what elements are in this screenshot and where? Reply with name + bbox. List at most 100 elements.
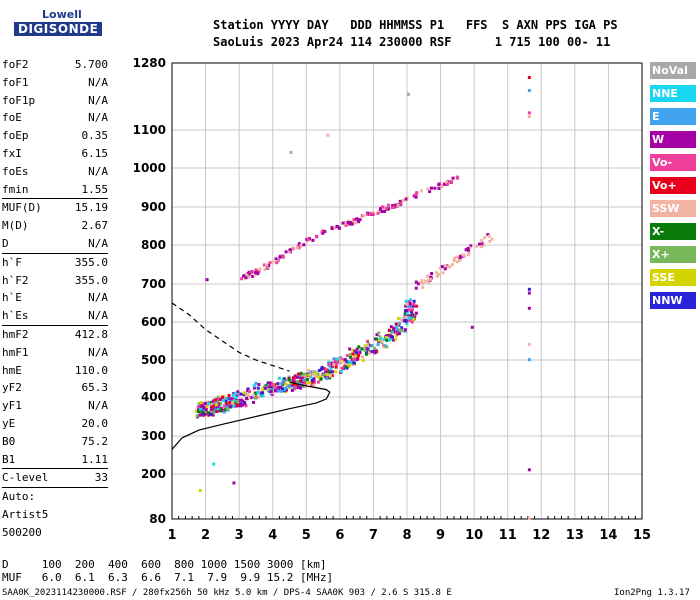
echo-point: [421, 282, 425, 286]
echo-point: [233, 391, 237, 395]
echo-point: [311, 238, 315, 242]
echo-point: [403, 318, 407, 322]
echo-point: [470, 325, 474, 329]
echo-point: [370, 350, 374, 354]
echo-point: [225, 405, 229, 409]
echo-point: [322, 367, 326, 371]
echo-point: [251, 400, 255, 404]
param-row: h`F 355.0: [2, 254, 108, 272]
echo-point: [527, 468, 531, 472]
echo-point: [197, 408, 201, 412]
echo-point: [487, 234, 491, 238]
echo-point: [464, 248, 468, 252]
echo-point: [344, 365, 348, 369]
echo-point: [210, 403, 214, 407]
echo-point: [445, 264, 449, 268]
echo-point: [293, 385, 297, 389]
param-name: yE: [2, 416, 16, 430]
echo-point: [257, 269, 261, 273]
echo-point: [414, 280, 418, 284]
echo-point: [297, 242, 301, 246]
echo-point: [409, 298, 413, 302]
echo-point: [320, 365, 324, 369]
param-row: h`Es N/A: [2, 307, 108, 325]
echo-point: [252, 386, 256, 390]
footer-right: Ion2Png 1.3.17: [614, 588, 690, 598]
echo-point: [229, 397, 233, 401]
echo-point: [245, 396, 249, 400]
echo-point: [300, 376, 304, 380]
echo-point: [411, 304, 415, 308]
x-tick-label: 9: [436, 528, 445, 543]
echo-point: [292, 380, 296, 384]
echo-point: [340, 366, 344, 370]
echo-point: [429, 186, 433, 190]
echo-point: [246, 388, 250, 392]
echo-point: [254, 396, 258, 400]
echo-point: [254, 268, 258, 272]
x-tick-label: 8: [402, 528, 411, 543]
param-name: M(D): [2, 219, 29, 233]
echo-point: [339, 360, 343, 364]
echo-point: [288, 248, 292, 252]
echo-point: [279, 385, 283, 389]
echo-point: [440, 265, 444, 269]
echo-point: [239, 392, 243, 396]
echo-point: [307, 373, 311, 377]
echo-point: [200, 410, 204, 414]
echo-point: [458, 254, 462, 258]
echo-point: [277, 387, 281, 391]
x-tick-label: 3: [235, 528, 244, 543]
echo-point: [357, 345, 361, 349]
echo-point: [262, 263, 266, 267]
echo-point: [452, 259, 456, 263]
param-name: foE: [2, 111, 22, 125]
echo-point: [385, 345, 389, 349]
param-value: 1.55: [81, 182, 109, 196]
echo-point: [360, 355, 364, 359]
param-divider: [2, 252, 108, 254]
echo-point: [216, 395, 220, 399]
echo-point: [344, 223, 348, 227]
echo-point: [348, 353, 352, 357]
echo-point: [302, 382, 306, 386]
echo-point: [286, 384, 290, 388]
echo-point: [201, 413, 205, 417]
echo-point: [239, 398, 243, 402]
echo-point: [239, 402, 243, 406]
header-line-2: SaoLuis 2023 Apr24 114 230000 RSF 1 715 …: [213, 35, 611, 49]
echo-point: [389, 325, 393, 329]
legend-item-sse: SSE: [650, 269, 696, 286]
echo-point: [475, 244, 479, 248]
echo-point: [385, 335, 389, 339]
echo-point: [240, 403, 244, 407]
echo-point: [456, 260, 460, 264]
param-name: foF1: [2, 75, 29, 89]
echo-point: [414, 195, 418, 199]
echo-point: [387, 207, 391, 211]
param-row: h`E N/A: [2, 289, 108, 307]
echo-point: [317, 368, 321, 372]
echo-point: [212, 462, 216, 466]
echo-point: [310, 383, 314, 387]
echo-point: [429, 275, 433, 279]
echo-point: [329, 366, 333, 370]
param-row: fxI 6.15: [2, 145, 108, 163]
param-name: foF1p: [2, 93, 36, 107]
echo-point: [205, 278, 209, 282]
echo-point: [378, 207, 382, 211]
echo-point: [347, 364, 351, 368]
echo-point: [345, 354, 349, 358]
echo-point: [307, 381, 311, 385]
echo-point: [403, 328, 407, 332]
param-name: D: [2, 236, 9, 250]
echo-point: [284, 386, 288, 390]
echo-point: [364, 352, 368, 356]
echo-point: [466, 253, 470, 257]
echo-point: [211, 399, 215, 403]
echo-point: [410, 320, 414, 324]
echo-point: [203, 413, 207, 417]
param-row: foF1p N/A: [2, 92, 108, 110]
echo-point: [527, 111, 531, 115]
